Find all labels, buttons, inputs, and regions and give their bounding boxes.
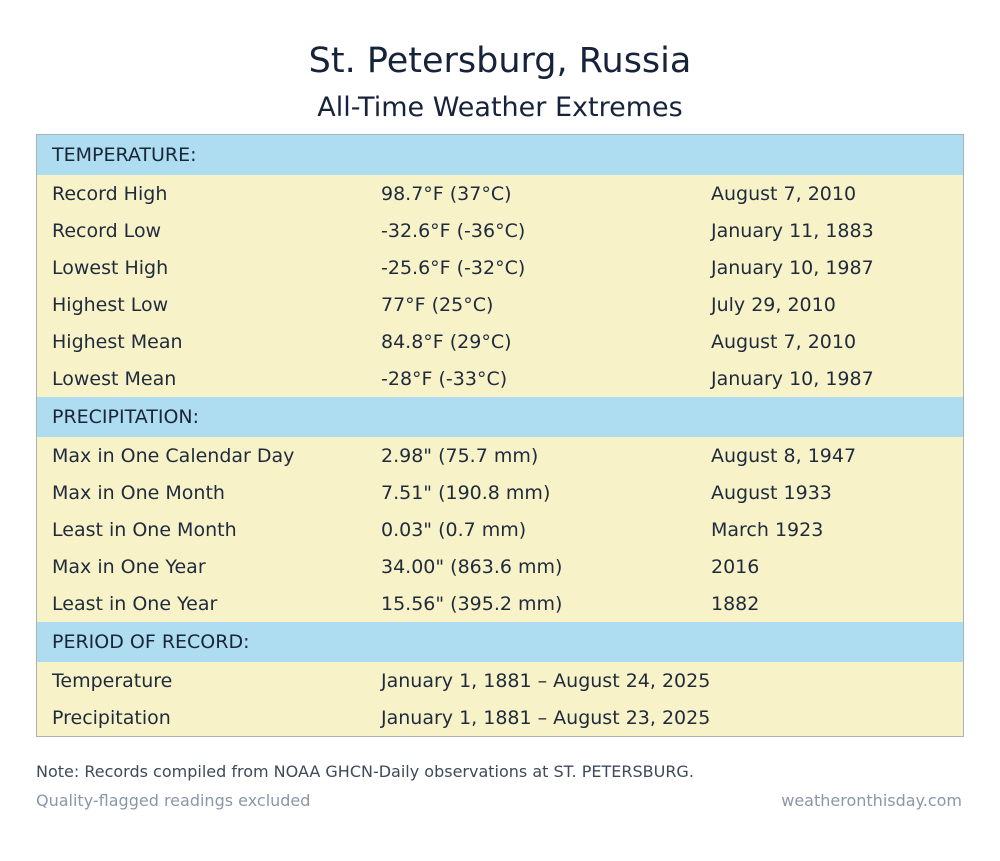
section-label: PRECIPITATION: [52, 406, 200, 428]
row-date: January 10, 1987 [711, 257, 874, 279]
row-date: August 7, 2010 [711, 331, 857, 353]
row-label: Highest Mean [52, 331, 183, 353]
section-label: PERIOD OF RECORD: [52, 631, 250, 653]
row-date: 2016 [711, 556, 760, 578]
row-value: 15.56" (395.2 mm) [381, 593, 563, 615]
row-label: Lowest High [52, 257, 169, 279]
table-row-lowest-high: Lowest High -25.6°F (-32°C) January 10, … [37, 250, 963, 287]
row-date: March 1923 [711, 519, 824, 541]
row-label: Max in One Calendar Day [52, 445, 295, 467]
page-title: St. Petersburg, Russia [308, 41, 692, 81]
row-date: August 8, 1947 [711, 445, 857, 467]
row-label: Least in One Year [52, 593, 218, 615]
section-header-temperature: TEMPERATURE: [37, 135, 963, 175]
section-header-period-of-record: PERIOD OF RECORD: [37, 622, 963, 662]
table-row-least-year: Least in One Year 15.56" (395.2 mm) 1882 [37, 586, 963, 623]
row-label: Highest Low [52, 294, 169, 316]
table-row-highest-mean: Highest Mean 84.8°F (29°C) August 7, 201… [37, 324, 963, 361]
row-date: 1882 [711, 593, 760, 615]
quality-note: Quality-flagged readings excluded [36, 791, 311, 810]
row-label: Temperature [52, 670, 173, 692]
table-row-lowest-mean: Lowest Mean -28°F (-33°C) January 10, 19… [37, 361, 963, 398]
table-row-max-year: Max in One Year 34.00" (863.6 mm) 2016 [37, 549, 963, 586]
extremes-table: TEMPERATURE: Record High 98.7°F (37°C) A… [36, 134, 964, 737]
row-label: Max in One Year [52, 556, 206, 578]
row-date: July 29, 2010 [711, 294, 836, 316]
table-row-temperature-period: Temperature January 1, 1881 – August 24,… [37, 663, 963, 700]
site-credit: weatheronthisday.com [781, 791, 962, 810]
row-value: January 1, 1881 – August 24, 2025 [381, 670, 711, 692]
row-value: 7.51" (190.8 mm) [381, 482, 551, 504]
page-subtitle: All-Time Weather Extremes [317, 92, 683, 123]
row-label: Precipitation [52, 707, 171, 729]
row-date: January 10, 1987 [711, 368, 874, 390]
row-label: Lowest Mean [52, 368, 177, 390]
table-row-max-calendar-day: Max in One Calendar Day 2.98" (75.7 mm) … [37, 438, 963, 475]
table-row-highest-low: Highest Low 77°F (25°C) July 29, 2010 [37, 287, 963, 324]
table-row-precipitation-period: Precipitation January 1, 1881 – August 2… [37, 700, 963, 736]
table-row-record-low: Record Low -32.6°F (-36°C) January 11, 1… [37, 213, 963, 250]
row-value: 34.00" (863.6 mm) [381, 556, 563, 578]
row-label: Max in One Month [52, 482, 225, 504]
section-header-precipitation: PRECIPITATION: [37, 397, 963, 437]
row-value: 2.98" (75.7 mm) [381, 445, 539, 467]
row-value: -32.6°F (-36°C) [381, 220, 526, 242]
row-label: Record Low [52, 220, 162, 242]
row-value: -28°F (-33°C) [381, 368, 508, 390]
row-value: -25.6°F (-32°C) [381, 257, 526, 279]
row-value: 98.7°F (37°C) [381, 183, 512, 205]
row-value: January 1, 1881 – August 23, 2025 [381, 707, 711, 729]
row-value: 77°F (25°C) [381, 294, 494, 316]
table-row-max-month: Max in One Month 7.51" (190.8 mm) August… [37, 475, 963, 512]
section-label: TEMPERATURE: [52, 144, 197, 166]
row-date: January 11, 1883 [711, 220, 874, 242]
row-date: August 7, 2010 [711, 183, 857, 205]
table-row-record-high: Record High 98.7°F (37°C) August 7, 2010 [37, 176, 963, 213]
source-note: Note: Records compiled from NOAA GHCN-Da… [36, 762, 694, 781]
row-value: 84.8°F (29°C) [381, 331, 512, 353]
row-date: August 1933 [711, 482, 832, 504]
row-label: Record High [52, 183, 168, 205]
table-row-least-month: Least in One Month 0.03" (0.7 mm) March … [37, 512, 963, 549]
row-value: 0.03" (0.7 mm) [381, 519, 527, 541]
row-label: Least in One Month [52, 519, 237, 541]
